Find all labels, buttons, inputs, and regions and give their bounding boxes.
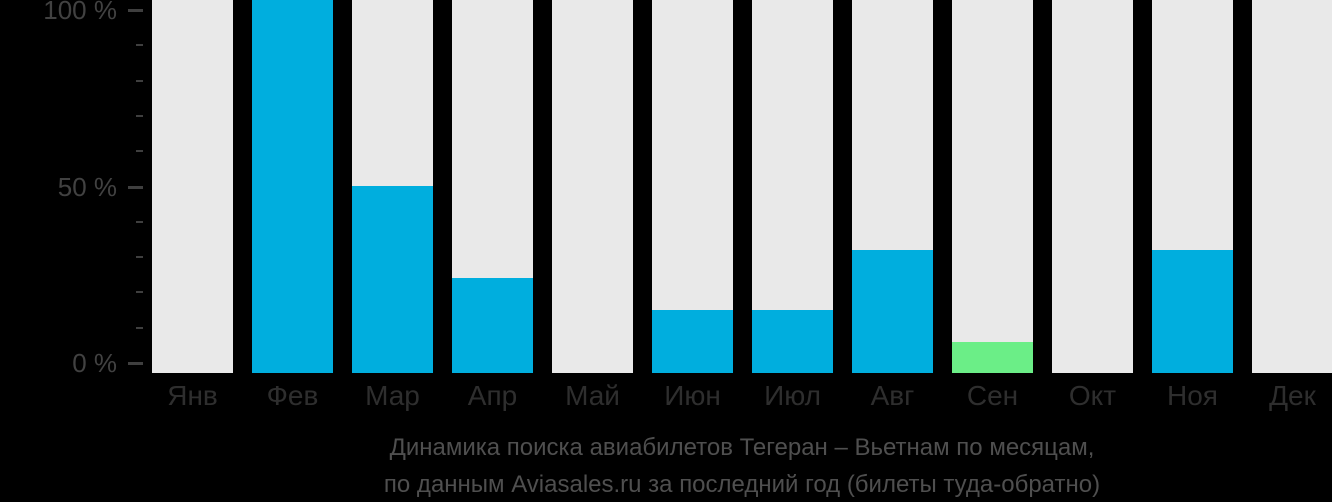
chart-title: Динамика поиска авиабилетов Тегеран – Вь… xyxy=(152,429,1332,502)
y-axis-major-tick xyxy=(128,186,143,189)
chart-title-line-2: по данным Aviasales.ru за последний год … xyxy=(383,471,1101,498)
bar-track-Фев xyxy=(252,0,333,373)
bar-value-Июл xyxy=(752,310,833,373)
bar-value-Апр xyxy=(452,278,533,373)
bar-value-Ноя xyxy=(1152,250,1233,373)
x-axis-label-Окт: Окт xyxy=(1068,380,1117,411)
chart-title-line-1: Динамика поиска авиабилетов Тегеран – Вь… xyxy=(389,434,1095,461)
y-axis-label: 100 % xyxy=(43,0,117,25)
bar-track-Июл xyxy=(752,0,833,373)
bar-track-Янв xyxy=(152,0,233,373)
y-axis-major-tick xyxy=(128,362,143,365)
bar-track-Июн xyxy=(652,0,733,373)
x-axis-label-Апр: Апр xyxy=(467,380,518,411)
y-axis-minor-tick xyxy=(136,80,143,82)
y-axis-minor-tick xyxy=(136,115,143,117)
y-axis-minor-tick xyxy=(136,327,143,329)
bar-track-Май xyxy=(552,0,633,373)
bar-track-Сен xyxy=(952,0,1033,373)
x-axis-label-Май: Май xyxy=(565,380,620,411)
bar-value-Мар xyxy=(352,186,433,373)
x-axis-label-Янв: Янв xyxy=(167,380,218,411)
x-axis-label-Сен: Сен xyxy=(966,380,1019,411)
x-axis-label-Июн: Июн xyxy=(664,380,721,411)
x-axis-label-Дек: Дек xyxy=(1269,380,1316,411)
y-axis-major-tick xyxy=(128,9,143,12)
bar-track-Дек xyxy=(1252,0,1332,373)
bar-track-Мар xyxy=(352,0,433,373)
bar-value-Фев xyxy=(252,0,333,373)
y-axis-minor-tick xyxy=(136,150,143,152)
x-axis-label-Авг: Авг xyxy=(870,380,915,411)
bar-track-Апр xyxy=(452,0,533,373)
y-axis-label: 50 % xyxy=(57,172,117,202)
bar-track-Окт xyxy=(1052,0,1133,373)
x-axis-label-Ноя: Ноя xyxy=(1167,380,1218,411)
y-axis-minor-tick xyxy=(136,291,143,293)
y-axis-minor-tick xyxy=(136,44,143,46)
y-axis-label: 0 % xyxy=(72,348,117,378)
x-axis-label-Мар: Мар xyxy=(365,380,420,411)
y-axis-minor-tick xyxy=(136,221,143,223)
bar-track-Ноя xyxy=(1152,0,1233,373)
x-axis-label-Фев: Фев xyxy=(266,380,319,411)
bar-value-Сен xyxy=(952,342,1033,373)
x-axis-label-Июл: Июл xyxy=(764,380,821,411)
bar-value-Авг xyxy=(852,250,933,373)
bar-track-Авг xyxy=(852,0,933,373)
bar-value-Июн xyxy=(652,310,733,373)
y-axis-minor-tick xyxy=(136,256,143,258)
